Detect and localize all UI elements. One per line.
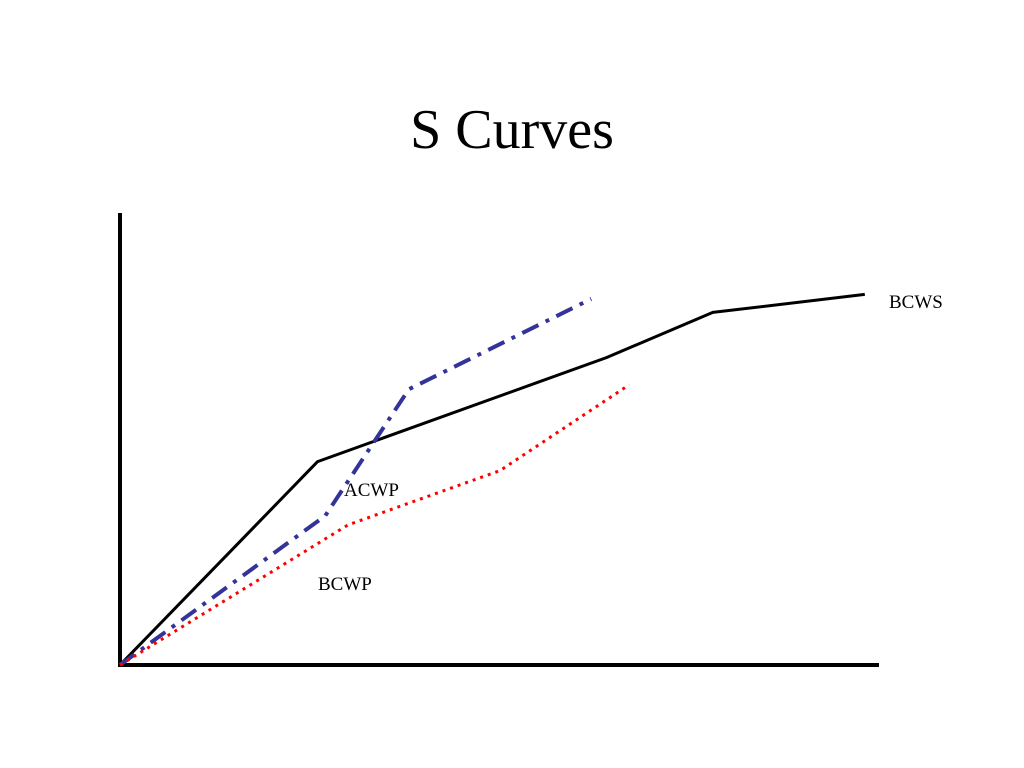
series-line-acwp <box>118 297 593 667</box>
series-label-bcwp: BCWP <box>318 574 372 595</box>
series-label-acwp: ACWP <box>344 480 399 501</box>
chart-title: S Curves <box>410 99 614 161</box>
series-label-bcws: BCWS <box>889 292 943 313</box>
series-line-bcws <box>118 292 865 667</box>
series-line-bcwp <box>119 383 631 667</box>
